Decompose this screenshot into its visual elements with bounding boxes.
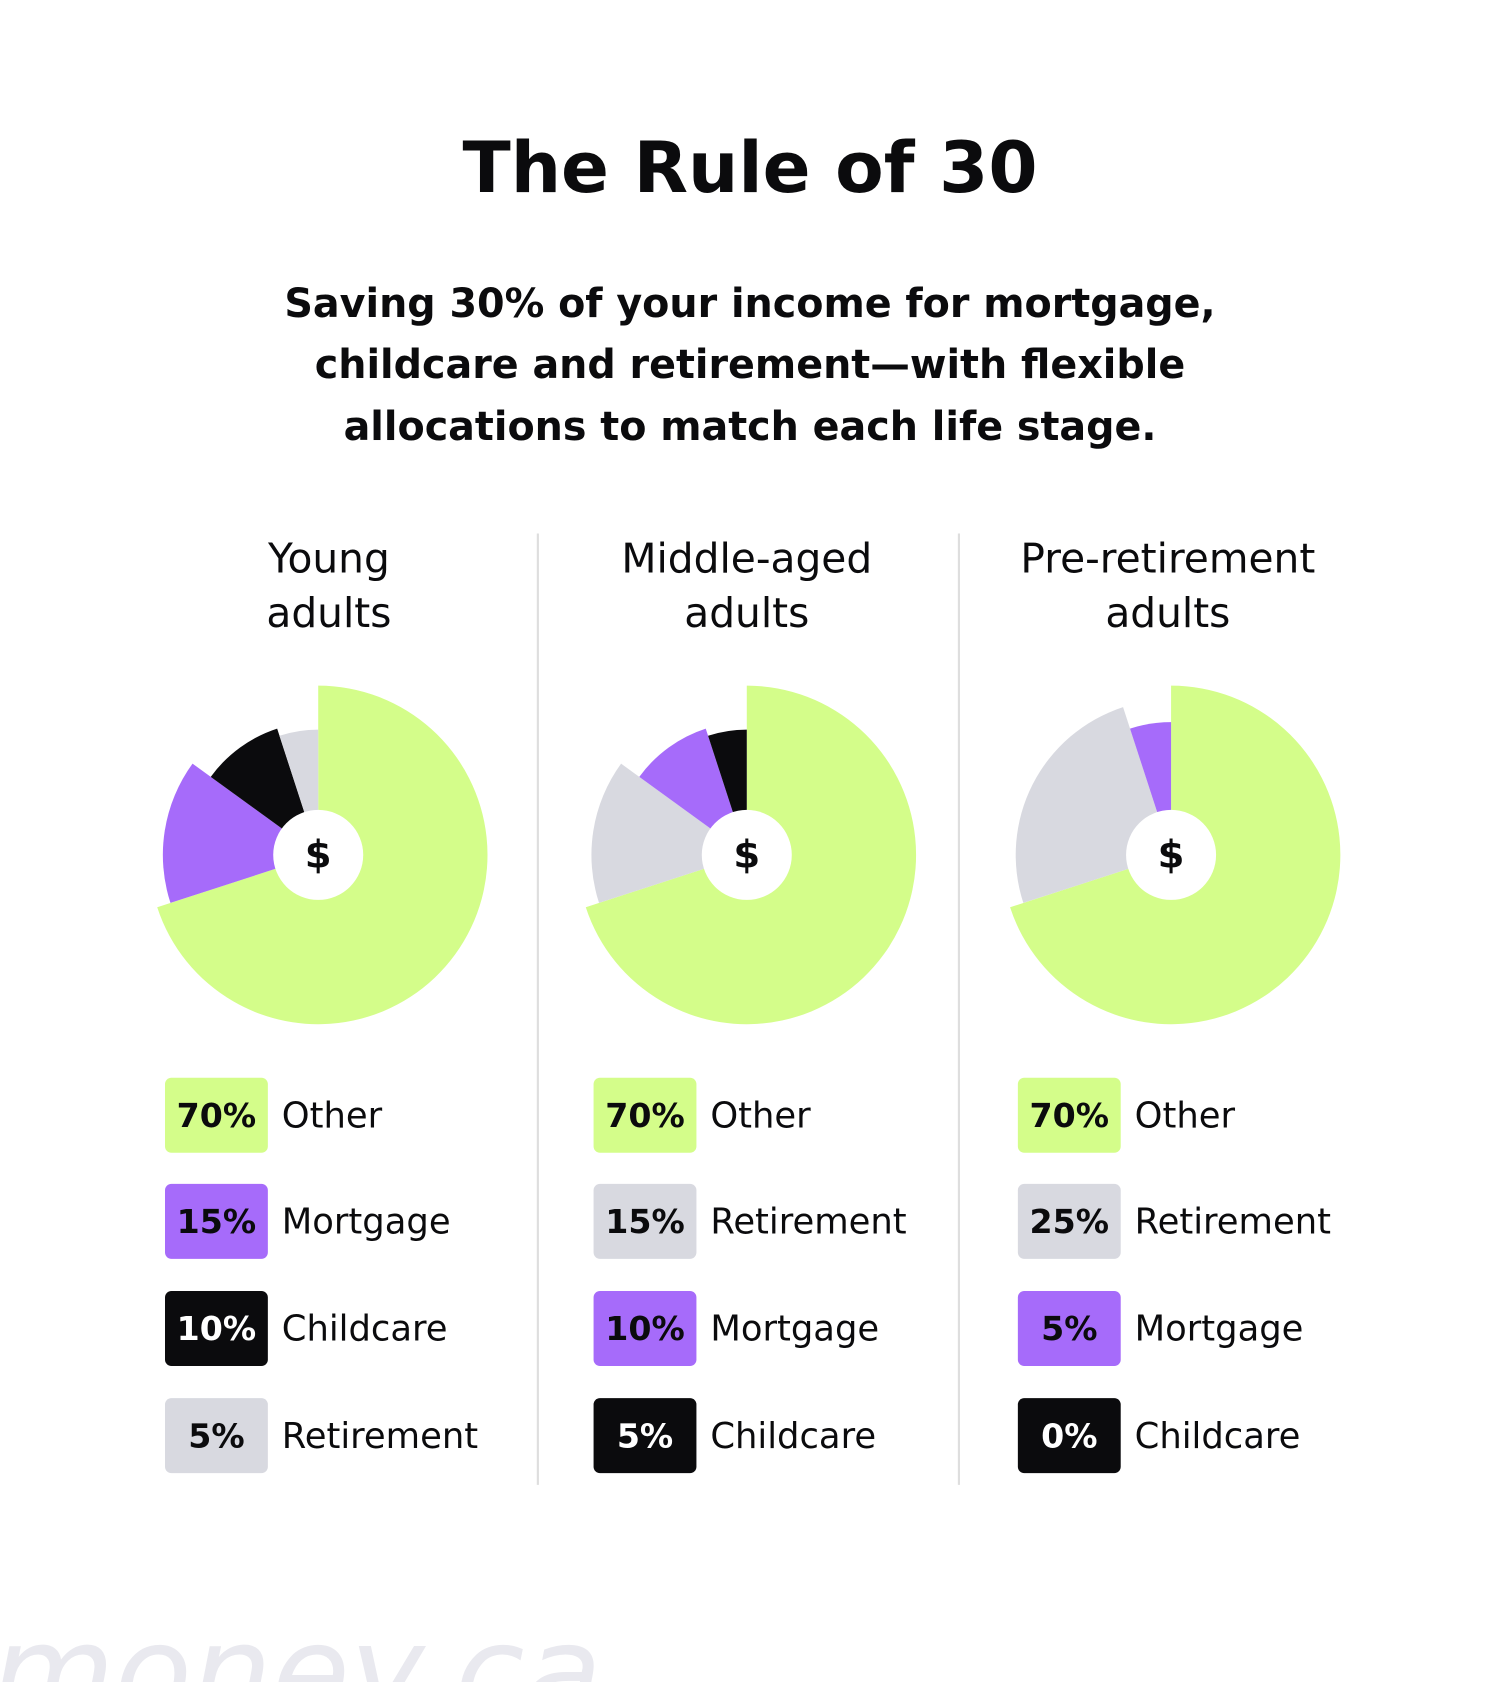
legend-swatch [593,1398,697,1474]
chart-title: adults [1105,589,1230,637]
legend-label: Other [282,1095,383,1136]
chart-title: Pre-retirement [1020,534,1315,582]
value-label: 70% [177,1096,256,1135]
center-label: $ [1158,833,1185,878]
legend-swatch [165,1398,268,1474]
value-label: 0% [1041,1416,1097,1455]
brand-logo: money.ca [0,1598,602,1682]
pie-slice [591,763,747,903]
center-hole [273,809,364,900]
value-label: 10% [177,1309,256,1348]
value-label: 5% [617,1416,673,1455]
legend-label: Retirement [1135,1202,1331,1243]
center-hole [701,809,792,900]
legend-label: Other [1135,1095,1236,1136]
legend-label: Retirement [282,1416,478,1457]
subtitle-line: Saving 30% of your income for mortgage, [284,281,1215,327]
center-label: $ [305,833,332,878]
value-label: 5% [188,1416,244,1455]
pie-slice [162,763,319,903]
chart-title: Middle-aged [621,534,872,582]
legend-label: Mortgage [710,1309,879,1350]
value-label: 25% [1030,1202,1109,1241]
legend-label: Childcare [282,1309,448,1350]
legend-swatch [1017,1291,1121,1366]
legend-swatch [165,1183,268,1259]
value-label: 15% [177,1202,256,1241]
center-label: $ [733,833,760,878]
legend-swatch [593,1183,697,1259]
legend-label: Retirement [710,1202,906,1243]
legend-swatch [1017,1077,1121,1153]
legend-label: Mortgage [1135,1309,1304,1350]
value-label: 70% [1030,1096,1109,1135]
subtitle-line: childcare and retirement—with flexible [315,342,1185,388]
legend-swatch [1017,1183,1121,1259]
legend-swatch [165,1291,268,1366]
value-label: 70% [605,1096,684,1135]
legend-label: Childcare [1135,1416,1301,1457]
value-label: 15% [605,1202,684,1241]
value-label: 10% [605,1309,684,1348]
legend-swatch [593,1077,697,1153]
legend-swatch [1017,1398,1121,1474]
chart-title: adults [266,589,391,637]
legend-label: Other [710,1095,811,1136]
subtitle-line: allocations to match each life stage. [344,404,1157,450]
chart-title: adults [684,589,809,637]
center-hole [1126,809,1217,900]
legend-swatch [165,1077,268,1153]
page-title: The Rule of 30 [462,126,1037,209]
legend-label: Childcare [710,1416,876,1457]
value-label: 5% [1041,1309,1097,1348]
legend-label: Mortgage [282,1202,451,1243]
legend-swatch [593,1291,697,1366]
chart-title: Young [267,534,390,582]
